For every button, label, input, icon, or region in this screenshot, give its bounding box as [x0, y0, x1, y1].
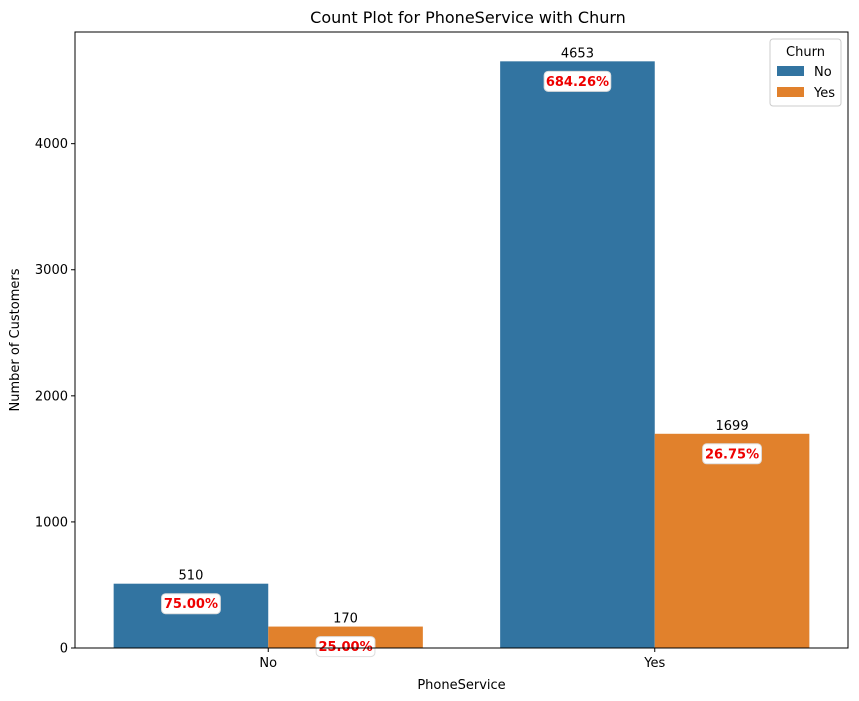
percent-label-box	[161, 593, 221, 615]
percent-label: 684.26%	[546, 75, 609, 90]
bar-value-label: 170	[333, 612, 358, 627]
legend-swatch	[777, 87, 804, 97]
percent-label-box	[315, 636, 376, 658]
y-tick-label: 1000	[35, 515, 68, 530]
x-tick-label: No	[259, 656, 277, 671]
legend-entry-label: No	[814, 65, 832, 80]
y-axis: 0 1000 2000 3000 4000	[35, 137, 75, 657]
y-tick-label: 0	[60, 642, 68, 657]
y-tick-label: 3000	[35, 263, 68, 278]
legend-title: Churn	[786, 45, 825, 60]
percent-label-box	[543, 70, 612, 92]
y-tick-label: 2000	[35, 389, 68, 404]
x-axis: No Yes	[259, 648, 665, 671]
bar-value-label: 1699	[716, 419, 749, 434]
percent-label: 75.00%	[164, 597, 218, 612]
bar-value-label: 4653	[561, 46, 594, 61]
legend: Churn No Yes	[769, 38, 842, 107]
legend-entry-label: Yes	[813, 86, 835, 101]
chart-title: Count Plot for PhoneService with Churn	[310, 8, 626, 27]
bar	[500, 61, 655, 649]
y-axis-label: Number of Customers	[8, 268, 23, 411]
x-axis-label: PhoneService	[417, 678, 505, 693]
x-tick-label: Yes	[643, 656, 665, 671]
y-tick-label: 4000	[35, 137, 68, 152]
plot-frame	[74, 31, 849, 649]
bar	[654, 433, 810, 648]
percent-label-box	[702, 443, 762, 465]
percent-label: 26.75%	[705, 447, 759, 462]
bar-value-label: 510	[179, 569, 204, 584]
legend-swatch	[777, 66, 804, 76]
